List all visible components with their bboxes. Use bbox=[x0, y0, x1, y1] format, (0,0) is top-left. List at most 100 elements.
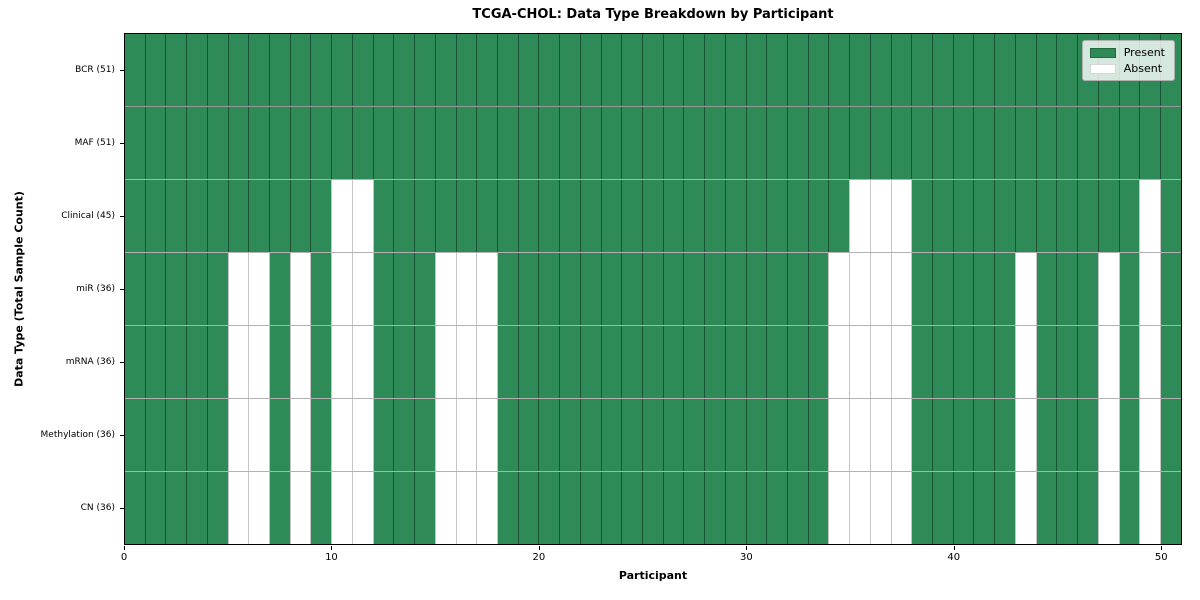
heatmap-cell bbox=[704, 399, 725, 471]
heatmap-cell bbox=[600, 107, 622, 179]
heatmap-cell bbox=[559, 472, 580, 544]
heatmap-cell bbox=[828, 107, 850, 179]
heatmap-cell bbox=[849, 326, 870, 398]
heatmap-cell bbox=[641, 34, 663, 106]
heatmap-cell bbox=[641, 180, 663, 252]
heatmap-cell bbox=[662, 326, 684, 398]
heatmap-cell bbox=[351, 326, 373, 398]
heatmap-cell bbox=[828, 472, 850, 544]
heatmap-cell bbox=[351, 253, 373, 325]
heatmap-cell bbox=[165, 399, 187, 471]
heatmap-cell bbox=[1118, 107, 1140, 179]
heatmap-cell bbox=[1014, 253, 1036, 325]
heatmap-cell bbox=[227, 107, 249, 179]
heatmap-cell bbox=[125, 107, 145, 179]
heatmap-cell bbox=[310, 472, 332, 544]
heatmap-cell bbox=[828, 180, 850, 252]
heatmap-cell bbox=[351, 399, 373, 471]
heatmap-cell bbox=[890, 107, 912, 179]
heatmap-cell bbox=[724, 253, 746, 325]
heatmap-cell bbox=[704, 180, 725, 252]
heatmap-cell bbox=[186, 253, 207, 325]
y-tick-mark bbox=[120, 508, 124, 510]
heatmap-row-methylation bbox=[125, 398, 1181, 471]
heatmap-cell bbox=[393, 107, 415, 179]
heatmap-cell bbox=[351, 107, 373, 179]
heatmap-cell bbox=[787, 107, 808, 179]
heatmap-cell bbox=[1056, 399, 1078, 471]
heatmap-cell bbox=[724, 180, 746, 252]
present-swatch bbox=[1089, 47, 1116, 58]
heatmap-cell bbox=[496, 253, 518, 325]
heatmap-cell bbox=[393, 472, 415, 544]
heatmap-cell bbox=[559, 180, 580, 252]
heatmap-cell bbox=[269, 253, 290, 325]
heatmap-cell bbox=[579, 399, 601, 471]
x-tick-label: 10 bbox=[325, 552, 338, 563]
heatmap-cell bbox=[372, 472, 394, 544]
heatmap-cell bbox=[828, 253, 850, 325]
heatmap-cell bbox=[125, 472, 145, 544]
heatmap-cell bbox=[165, 253, 187, 325]
heatmap-cell bbox=[911, 326, 933, 398]
heatmap-cell bbox=[496, 472, 518, 544]
heatmap-cell bbox=[372, 107, 394, 179]
heatmap-cell bbox=[331, 253, 352, 325]
heatmap-cell bbox=[1014, 180, 1036, 252]
heatmap-cell bbox=[310, 107, 332, 179]
heatmap-cell bbox=[600, 326, 622, 398]
heatmap-cell bbox=[745, 253, 767, 325]
heatmap-cell bbox=[393, 326, 415, 398]
heatmap-row-mrna bbox=[125, 325, 1181, 398]
heatmap-row-mir bbox=[125, 252, 1181, 325]
heatmap-cell bbox=[932, 107, 953, 179]
heatmap-cell bbox=[144, 34, 166, 106]
heatmap-cell bbox=[1118, 180, 1140, 252]
heatmap-cell bbox=[559, 399, 580, 471]
heatmap-cell bbox=[952, 253, 974, 325]
heatmap-cell bbox=[186, 180, 207, 252]
heatmap-cell bbox=[289, 180, 311, 252]
heatmap-cell bbox=[1118, 399, 1140, 471]
y-tick-label: mRNA (36) bbox=[65, 357, 115, 368]
heatmap-cell bbox=[289, 34, 311, 106]
heatmap-cell bbox=[1139, 472, 1160, 544]
plot-area: Present Absent bbox=[124, 33, 1182, 545]
heatmap-cell bbox=[206, 34, 228, 106]
heatmap-cell bbox=[227, 253, 249, 325]
y-tick-mark bbox=[120, 215, 124, 217]
heatmap-cell bbox=[269, 107, 290, 179]
heatmap-cell bbox=[579, 107, 601, 179]
heatmap-cell bbox=[911, 472, 933, 544]
heatmap-cell bbox=[704, 253, 725, 325]
heatmap-cell bbox=[787, 399, 808, 471]
heatmap-cell bbox=[973, 34, 995, 106]
heatmap-cell bbox=[766, 472, 787, 544]
heatmap-cell bbox=[186, 399, 207, 471]
heatmap-cell bbox=[807, 326, 829, 398]
heatmap-cell bbox=[434, 34, 456, 106]
heatmap-cell bbox=[496, 34, 518, 106]
heatmap-cell bbox=[414, 399, 435, 471]
heatmap-cell bbox=[331, 34, 352, 106]
heatmap-cell bbox=[165, 472, 187, 544]
heatmap-cell bbox=[724, 34, 746, 106]
heatmap-cell bbox=[869, 180, 891, 252]
heatmap-cell bbox=[248, 107, 270, 179]
heatmap-cell bbox=[745, 34, 767, 106]
heatmap-cell bbox=[1097, 107, 1119, 179]
x-tick-mark bbox=[124, 546, 125, 550]
heatmap-cell bbox=[683, 180, 705, 252]
heatmap-cell bbox=[186, 326, 207, 398]
heatmap-cell bbox=[724, 399, 746, 471]
heatmap-cell bbox=[310, 34, 332, 106]
heatmap-cell bbox=[621, 180, 642, 252]
heatmap-cell bbox=[973, 472, 995, 544]
heatmap-cell bbox=[289, 326, 311, 398]
heatmap-cell bbox=[952, 326, 974, 398]
heatmap-cell bbox=[787, 253, 808, 325]
heatmap-cell bbox=[248, 253, 270, 325]
y-tick-mark bbox=[120, 142, 124, 144]
heatmap-cell bbox=[704, 472, 725, 544]
heatmap-cell bbox=[911, 253, 933, 325]
